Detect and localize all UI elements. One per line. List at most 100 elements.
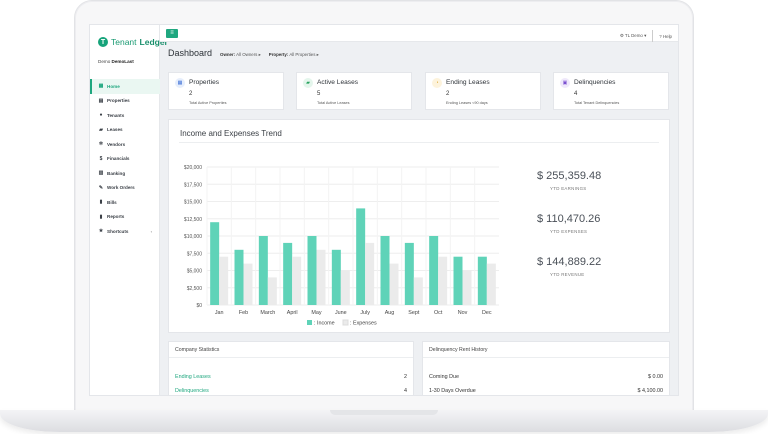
x-tick-label: Aug (385, 310, 395, 316)
list-item: 1-30 Days Overdue $ 4,100.00 (429, 388, 663, 394)
brand-name-strong: Ledger (139, 37, 168, 47)
sidebar-item-financials[interactable]: $ Financials (90, 152, 160, 167)
user-name: DemoLast (111, 59, 134, 64)
ytd-expenses-stat: $ 110,470.26 YTD EXPENSES (537, 213, 657, 234)
coming-due-value: $ 0.00 (648, 374, 663, 380)
laptop-notch (330, 410, 438, 415)
kpi-subtitle: Total Active Leases (317, 101, 350, 105)
kpi-title: Properties (189, 79, 220, 86)
y-tick-label: $7,500 (187, 251, 203, 257)
income-bar (283, 242, 293, 305)
income-bar (477, 256, 487, 305)
sidebar-item-reports[interactable]: ▮ Reports (90, 210, 160, 225)
property-filter[interactable]: Property: All Properties ▸ (269, 52, 319, 58)
delinquency-history-panel: Delinquency Rent History Coming Due $ 0.… (422, 341, 670, 395)
x-tick-label: Nov (458, 310, 468, 316)
brand-name-pre: Tenant (111, 37, 137, 47)
folder-icon: ▰ (303, 78, 313, 88)
help-icon: ? (659, 33, 662, 39)
owner-filter-label: Owner: (220, 52, 236, 57)
sidebar-item-label: Home (107, 83, 120, 89)
x-tick-label: Jan (215, 310, 224, 316)
laptop-base (0, 410, 768, 432)
income-bar (380, 236, 390, 305)
x-tick-label: June (335, 310, 347, 316)
owner-filter[interactable]: Owner: All Owners ▸ (220, 52, 261, 58)
sidebar-item-vendors[interactable]: ✲ Vendors (90, 137, 160, 152)
kpi-card-properties[interactable]: ▦ Properties 2 Total Active Properties (168, 72, 284, 110)
calendar-icon: ▣ (560, 78, 570, 88)
cog-icon: ✲ (98, 141, 104, 148)
help-link[interactable]: ? Help (659, 34, 672, 39)
grid-icon: ▦ (98, 83, 104, 90)
sidebar-item-leases[interactable]: ▰ Leases (90, 123, 160, 138)
file-icon: ▮ (99, 199, 103, 206)
income-expenses-card: Income and Expenses Trend $0 $2,500 $5,000… (168, 119, 670, 333)
sidebar-item-label: Bills (107, 199, 117, 205)
app-logo[interactable]: T Tenant Ledger (98, 37, 168, 47)
chevron-left-icon: ‹ (150, 228, 152, 234)
kpi-subtitle: Total Tenant Delinquencies (574, 101, 620, 105)
expense-bar (389, 263, 399, 305)
building-icon: ▦ (175, 78, 185, 88)
kpi-card-ending-leases[interactable]: ◔ Ending Leases 2 Ending Leases <90 days (425, 72, 541, 110)
chevron-down-icon: ▾ (644, 33, 647, 38)
x-tick-label: Feb (239, 310, 248, 316)
sidebar-item-label: Reports (107, 214, 125, 220)
bank-icon: ▥ (98, 170, 104, 177)
panel-divider (423, 357, 669, 358)
expense-bar (438, 256, 448, 305)
expense-bar (219, 256, 229, 305)
x-tick-label: Dec (482, 310, 492, 316)
legend-label-income: : Income (314, 321, 335, 327)
list-item: Coming Due $ 0.00 (429, 374, 663, 380)
clock-icon: ◔ (432, 78, 442, 88)
sidebar-item-home[interactable]: ▦ Home (90, 79, 160, 94)
income-bar (331, 249, 341, 305)
kpi-card-active-leases[interactable]: ▰ Active Leases 5 Total Active Leases (296, 72, 412, 110)
sidebar-item-label: Tenants (107, 112, 125, 118)
sidebar-item-label: Banking (107, 170, 126, 176)
expense-bar (243, 263, 253, 305)
y-tick-label: $2,500 (187, 286, 203, 292)
ytd-expenses-label: YTD EXPENSES (550, 229, 588, 234)
sidebar-item-tenants[interactable]: ● Tenants (90, 108, 160, 123)
sidebar-item-properties[interactable]: ▤ Properties (90, 94, 160, 109)
kpi-value: 5 (317, 91, 321, 97)
sidebar-item-bills[interactable]: ▮ Bills (90, 195, 160, 210)
expense-bar (462, 270, 472, 305)
delinquencies-count: 4 (404, 388, 407, 394)
page-title: Dashboard (168, 48, 213, 58)
ytd-revenue-value: $ 144,889.22 (537, 256, 602, 268)
legend-label-expenses: : Expenses (350, 321, 377, 327)
panel-divider (169, 357, 413, 358)
overdue-value: $ 4,100.00 (637, 388, 663, 394)
menu-toggle-button[interactable]: ≡ (166, 29, 178, 38)
user-menu[interactable]: ⚙ TL Demo ▾ (620, 33, 646, 39)
hamburger-icon: ≡ (170, 30, 174, 36)
ytd-revenue-stat: $ 144,889.22 YTD REVENUE (537, 256, 657, 277)
owner-filter-value: All Owners ▸ (236, 52, 261, 57)
sidebar-item-banking[interactable]: ▥ Banking (90, 166, 160, 181)
expense-bar (340, 270, 350, 305)
kpi-card-delinquencies[interactable]: ▣ Delinquencies 4 Total Tenant Delinquen… (553, 72, 669, 110)
app-screen: T Tenant Ledger Demo DemoLast ▦ Home ▤ Prop… (89, 24, 679, 396)
ytd-earnings-label: YTD EARNINGS (550, 186, 587, 191)
top-bar-divider (652, 30, 654, 42)
ytd-earnings-stat: $ 255,359.48 YTD EARNINGS (537, 170, 657, 191)
ytd-expenses-value: $ 110,470.26 (537, 213, 601, 225)
ending-leases-link[interactable]: Ending Leases (175, 374, 211, 380)
x-tick-label: March (260, 310, 275, 316)
sidebar-item-work-orders[interactable]: ✎ Work Orders (90, 181, 160, 196)
company-statistics-panel: Company Statistics Ending Leases 2 Delin… (168, 341, 414, 395)
star-icon: ★ (98, 228, 104, 235)
expense-bar (486, 263, 496, 305)
user-prefix: Demo (98, 59, 111, 64)
delinquencies-link[interactable]: Delinquencies (175, 388, 209, 394)
panel-title: Delinquency Rent History (429, 347, 488, 353)
expense-bar (292, 256, 302, 305)
expense-bar (316, 249, 326, 305)
sidebar-item-shortcuts[interactable]: ★ Shortcuts ‹ (90, 224, 160, 239)
x-tick-label: Oct (434, 310, 443, 316)
income-bar (307, 236, 317, 305)
